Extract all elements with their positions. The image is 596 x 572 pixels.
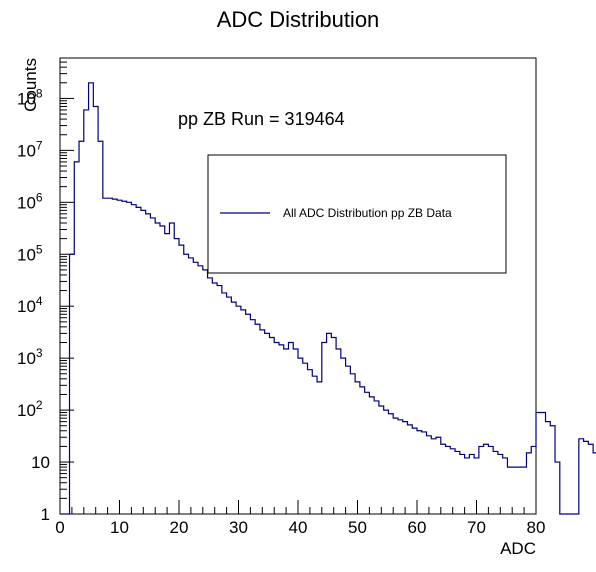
chart-title: ADC Distribution: [217, 7, 380, 32]
y-axis-ticks: [60, 57, 74, 515]
y-tick-label: 103: [17, 346, 43, 368]
legend: All ADC Distribution pp ZB Data: [207, 154, 507, 274]
x-tick-label: 30: [229, 518, 248, 537]
x-axis-ticks: [59, 500, 537, 514]
x-tick-label: 50: [348, 518, 367, 537]
x-tick-label: 0: [55, 518, 64, 537]
y-tick-label: 1: [41, 505, 50, 524]
x-tick-label: 70: [467, 518, 486, 537]
y-tick-label: 107: [17, 138, 43, 160]
legend-box: [207, 154, 507, 274]
y-tick-label: 104: [17, 294, 43, 316]
y-axis-label: Counts: [21, 58, 40, 112]
histogram-line: [60, 82, 596, 515]
legend-entry-label: All ADC Distribution pp ZB Data: [283, 206, 452, 220]
x-axis-label: ADC: [500, 539, 536, 558]
run-annotation: pp ZB Run = 319464: [178, 109, 345, 129]
x-tick-label: 80: [527, 518, 546, 537]
y-tick-label: 106: [17, 190, 43, 212]
x-tick-label: 10: [110, 518, 129, 537]
y-tick-label: 10: [31, 453, 50, 472]
y-tick-label: 102: [17, 398, 43, 420]
x-axis-tick-labels: 0 10 20 30 40 50 60 70 80: [55, 518, 545, 537]
x-tick-label: 40: [289, 518, 308, 537]
x-tick-label: 20: [170, 518, 189, 537]
y-tick-label: 105: [17, 242, 43, 264]
x-tick-label: 60: [408, 518, 427, 537]
